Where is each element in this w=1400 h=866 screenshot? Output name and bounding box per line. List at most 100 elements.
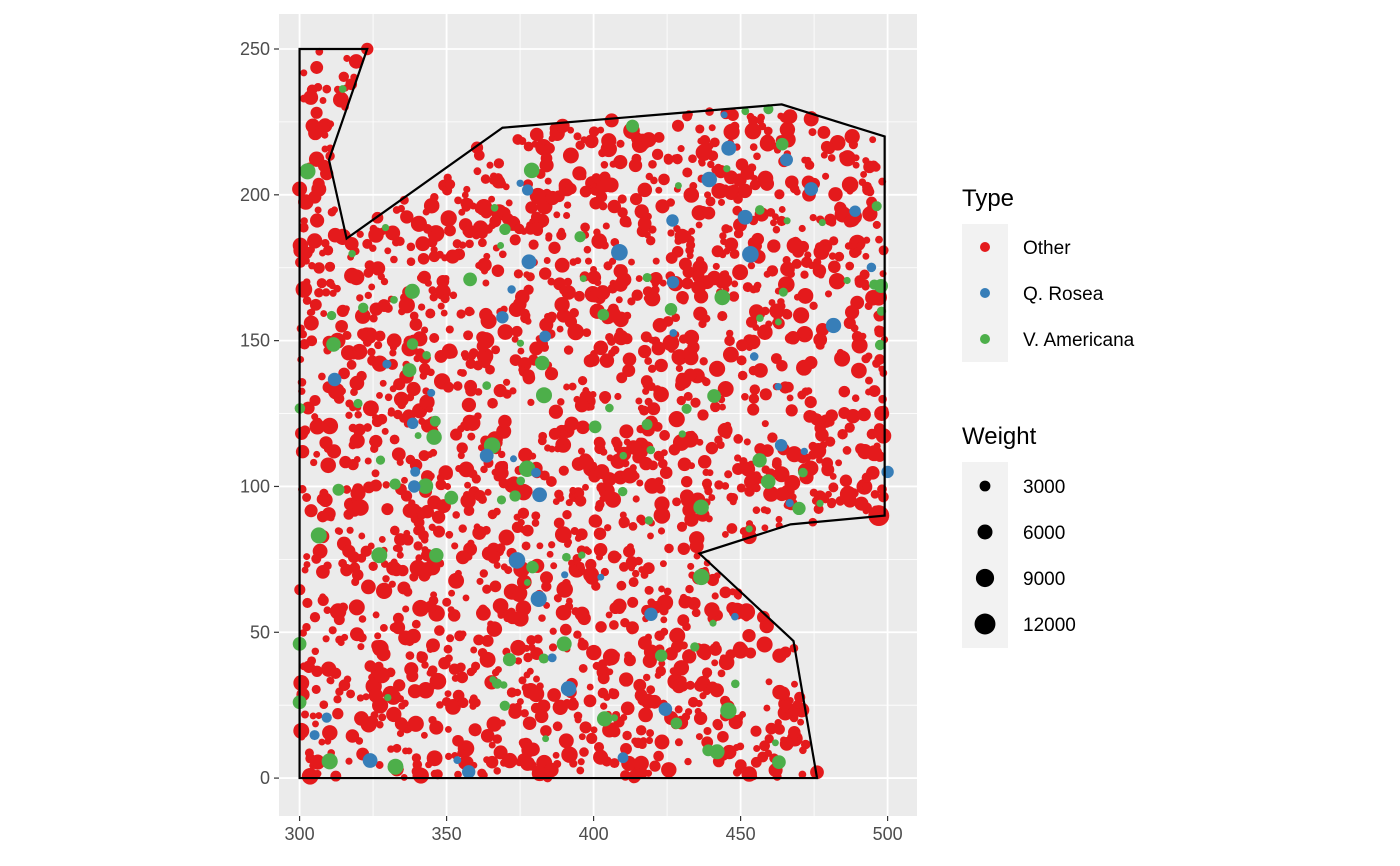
x-tick-label: 300 [285,824,315,844]
data-point [675,372,692,389]
data-point [369,434,383,448]
data-point [326,120,335,128]
data-point [544,367,559,381]
data-point [690,642,700,652]
data-point [493,507,501,516]
data-point [448,589,456,597]
data-point [595,499,605,509]
data-point [459,369,467,377]
data-point [477,257,492,273]
data-point [326,310,337,321]
data-point [774,382,782,391]
data-point [681,277,694,290]
data-point [763,704,771,712]
data-point [800,447,808,456]
x-tick-label: 450 [726,824,756,844]
data-point [761,420,769,428]
data-point [571,607,580,616]
data-point [717,198,726,206]
data-point [690,397,701,408]
data-point [373,667,391,684]
data-point [654,358,668,373]
data-point [434,625,445,636]
data-point [653,132,665,143]
data-point [544,177,552,185]
data-point [843,316,856,330]
data-point [376,413,388,425]
data-point [509,455,518,463]
data-point [684,757,692,766]
data-point [777,112,785,120]
data-point [389,525,400,536]
data-point [862,184,874,196]
data-point [622,352,637,367]
data-point [754,443,767,455]
data-point [314,206,322,214]
data-point [368,561,378,571]
data-point [574,398,589,413]
data-point [801,387,811,396]
data-point [661,762,677,778]
data-point [479,651,496,668]
data-point [582,483,589,491]
data-point [731,612,739,621]
data-point [605,333,614,342]
data-point [460,421,468,429]
data-point [759,388,772,401]
data-point [625,556,638,569]
data-point [623,438,631,446]
data-point [326,676,334,684]
data-point [749,143,758,151]
data-point [701,478,713,489]
data-point [413,355,421,363]
data-point [513,688,522,697]
data-point [658,585,666,593]
data-point [752,506,761,514]
data-point [750,725,762,737]
data-point [711,659,719,667]
data-point [668,410,685,428]
data-point [699,692,707,700]
data-point [709,360,726,377]
data-point [641,419,653,430]
data-point [699,648,712,661]
data-point [324,737,332,745]
data-point [374,661,384,672]
legend-weight-key [975,568,995,588]
data-point [311,647,320,656]
data-point [427,388,436,397]
data-point [619,424,634,439]
data-point [760,134,775,150]
data-point [610,345,620,355]
data-point [574,290,585,302]
data-point [534,709,549,724]
data-point [320,310,328,318]
data-point [778,206,786,213]
data-point [604,656,614,667]
data-point [788,726,801,739]
data-point [377,299,391,313]
data-point [772,755,786,769]
data-point [457,452,465,460]
data-point [651,148,664,161]
legend-weight: Weight 3000 6000 9000 12000 [962,423,1076,648]
data-point [774,318,782,326]
data-point [631,569,640,578]
data-point [316,510,329,523]
data-point [658,702,673,716]
data-point [457,697,469,709]
data-point [477,768,487,778]
data-point [552,699,568,715]
data-point [442,597,452,607]
data-point [767,239,781,253]
data-point [646,685,656,695]
data-point [402,503,417,518]
data-point [593,742,605,753]
legend-type-key [980,288,990,298]
data-point [827,154,836,162]
data-point [681,403,692,414]
data-point [749,352,759,361]
data-point [753,744,761,753]
data-point [490,204,499,212]
data-point [323,561,332,571]
